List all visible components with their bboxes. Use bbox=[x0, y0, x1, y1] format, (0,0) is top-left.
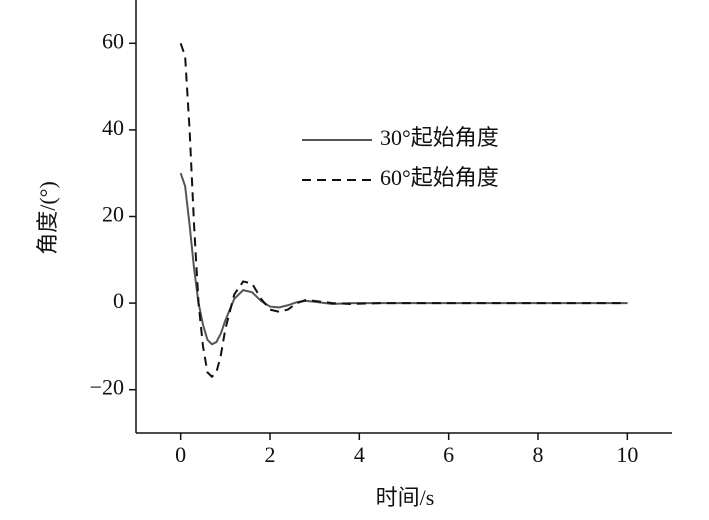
series-line bbox=[179, 172, 628, 346]
legend-label: 60°起始角度 bbox=[380, 165, 499, 190]
x-axis-label: 时间/s bbox=[376, 485, 435, 510]
y-tick-label: 0 bbox=[113, 288, 124, 313]
x-tick-label: 6 bbox=[443, 442, 454, 467]
x-tick-label: 4 bbox=[354, 442, 365, 467]
series-line bbox=[179, 42, 628, 379]
legend-label: 30°起始角度 bbox=[380, 125, 499, 150]
x-tick-label: 2 bbox=[265, 442, 276, 467]
y-axis-label: 角度/(°) bbox=[35, 181, 60, 255]
y-tick-label: −20 bbox=[90, 375, 124, 400]
y-tick-label: 20 bbox=[102, 202, 124, 227]
y-tick-label: 40 bbox=[102, 115, 124, 140]
x-tick-label: 0 bbox=[175, 442, 186, 467]
x-tick-label: 8 bbox=[533, 442, 544, 467]
y-tick-label: 60 bbox=[102, 28, 124, 53]
x-tick-label: 10 bbox=[616, 442, 638, 467]
